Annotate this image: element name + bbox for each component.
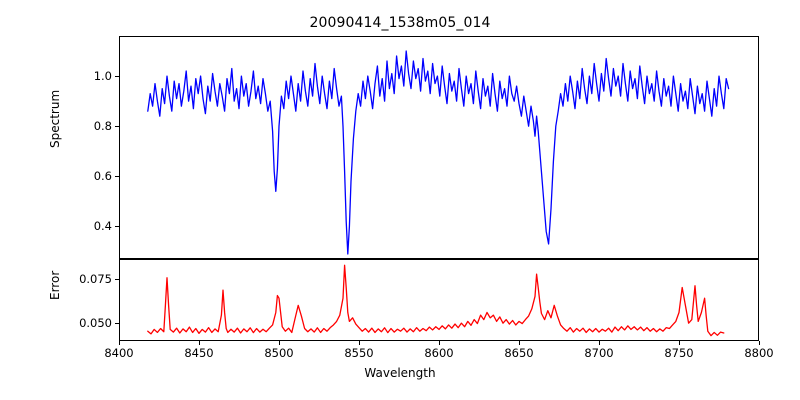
spectrum-tick-mark [115, 76, 119, 78]
error-axes-frame [119, 259, 759, 341]
spectrum-tick-label: 0.4 [93, 219, 112, 234]
wavelength-tick-mark [599, 341, 601, 345]
error-tick-label: 0.075 [79, 271, 112, 286]
spectrum-tick-mark [115, 126, 119, 128]
wavelength-tick-label: 8750 [664, 346, 694, 360]
spectrum-axes-frame [119, 36, 759, 259]
wavelength-tick-label: 8450 [184, 346, 214, 360]
spectrum-tick-mark [115, 176, 119, 178]
wavelength-tick-label: 8550 [344, 346, 374, 360]
wavelength-tick-mark [519, 341, 521, 345]
spectrum-plot-area [119, 36, 759, 259]
error-tick-mark [115, 323, 119, 325]
error-line-series [147, 264, 725, 337]
error-tick-mark [115, 278, 119, 280]
wavelength-tick-label: 8650 [504, 346, 534, 360]
wavelength-tick-mark [199, 341, 201, 345]
wavelength-tick-label: 8800 [744, 346, 774, 360]
wavelength-tick-mark [759, 341, 761, 345]
wavelength-axis-label: Wavelength [364, 366, 436, 380]
chart-title: 20090414_1538m05_014 [309, 15, 491, 31]
spectrum-tick-mark [115, 226, 119, 228]
spectrum-axis-label: Spectrum [48, 89, 62, 148]
wavelength-tick-label: 8500 [264, 346, 294, 360]
wavelength-tick-mark [679, 341, 681, 345]
spectrum-tick-label: 0.8 [93, 119, 112, 134]
wavelength-tick-mark [279, 341, 281, 345]
spectrum-tick-label: 0.6 [93, 169, 112, 184]
wavelength-tick-label: 8600 [424, 346, 454, 360]
wavelength-tick-mark [119, 341, 121, 345]
spectrum-line-series [147, 50, 730, 255]
error-plot-area [119, 259, 759, 341]
wavelength-tick-mark [359, 341, 361, 345]
error-axis-label: Error [48, 270, 62, 300]
wavelength-tick-label: 8700 [584, 346, 614, 360]
error-tick-label: 0.050 [79, 316, 112, 331]
spectrum-tick-label: 1.0 [93, 69, 112, 84]
wavelength-tick-mark [439, 341, 441, 345]
wavelength-tick-label: 8400 [104, 346, 134, 360]
